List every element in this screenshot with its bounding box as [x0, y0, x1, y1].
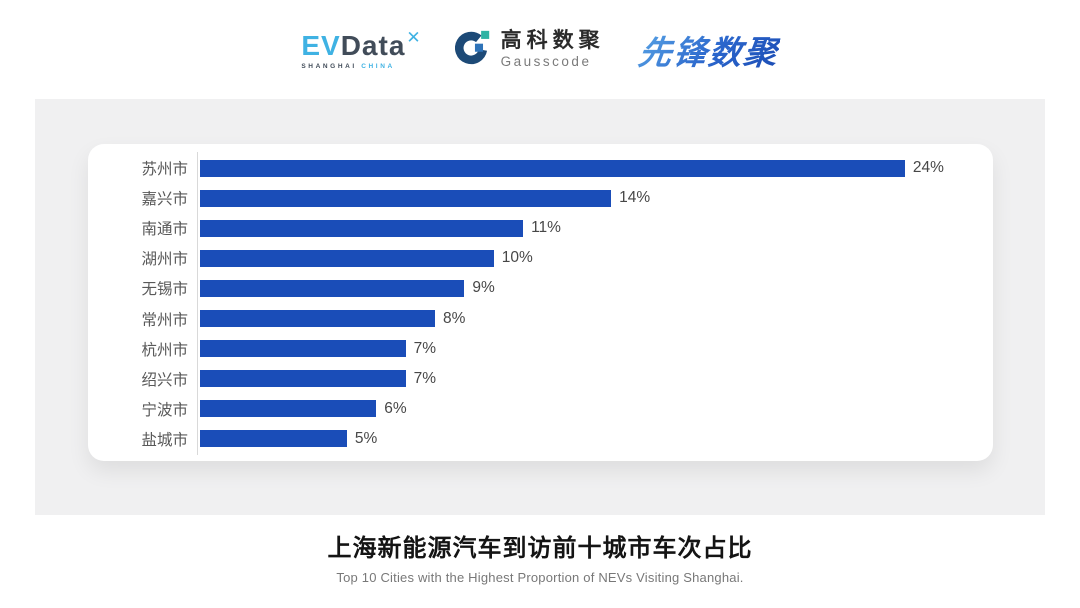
- chart-row: 无锡市 9%: [88, 273, 993, 303]
- value-label: 6%: [384, 399, 407, 417]
- chart-row: 苏州市 24%: [88, 153, 993, 183]
- bar: [200, 400, 377, 418]
- chart-panel: 苏州市 24% 嘉兴市 14% 南通市 11% 湖州市 10% 无锡市 9% 常…: [35, 99, 1045, 515]
- chart-subtitle: Top 10 Cities with the Highest Proportio…: [336, 570, 744, 585]
- bar: [200, 189, 612, 207]
- bar: [200, 279, 465, 297]
- bar-chart: 苏州市 24% 嘉兴市 14% 南通市 11% 湖州市 10% 无锡市 9% 常…: [88, 144, 993, 461]
- value-label: 8%: [442, 309, 466, 327]
- gausscode-g-icon: [454, 28, 493, 71]
- bar: [200, 249, 494, 267]
- category-label: 南通市: [141, 221, 188, 239]
- bar-zone: 8%: [197, 310, 993, 328]
- bar: [200, 370, 406, 388]
- evdata-ev-text: EV: [301, 29, 341, 61]
- chart-row: 嘉兴市 14%: [88, 183, 993, 213]
- bar-zone: 14%: [197, 189, 993, 207]
- gausscode-logo: 高科数聚 Gausscode: [454, 28, 605, 71]
- category-label: 湖州市: [141, 251, 188, 269]
- category-label: 嘉兴市: [141, 191, 188, 209]
- evdata-data-text: Data: [340, 29, 406, 61]
- bar-zone: 7%: [197, 370, 993, 388]
- bar: [200, 159, 905, 177]
- chart-row: 常州市 8%: [88, 303, 993, 333]
- chart-row: 南通市 11%: [88, 213, 993, 243]
- value-label: 14%: [619, 189, 651, 207]
- value-label: 9%: [472, 279, 495, 297]
- value-label: 7%: [413, 369, 436, 387]
- value-label: 7%: [413, 339, 436, 357]
- sparkle-x-icon: ✕: [406, 27, 422, 47]
- header-logos: EV Data ✕ SHANGHAI CHINA 高科数聚 Gausscode 先锋…: [0, 0, 1080, 99]
- bar: [200, 219, 524, 237]
- bar-zone: 6%: [197, 400, 993, 418]
- gausscode-en-text: Gausscode: [500, 53, 592, 69]
- bar: [200, 340, 406, 358]
- gausscode-text: 高科数聚 Gausscode: [500, 29, 605, 69]
- chart-card: 苏州市 24% 嘉兴市 14% 南通市 11% 湖州市 10% 无锡市 9% 常…: [88, 144, 993, 461]
- chart-row: 绍兴市 7%: [88, 364, 993, 394]
- chart-row: 杭州市 7%: [88, 334, 993, 364]
- value-label: 24%: [912, 159, 944, 177]
- category-label: 苏州市: [141, 161, 188, 179]
- evdata-logo: EV Data ✕ SHANGHAI CHINA: [301, 27, 422, 70]
- chart-row: 宁波市 6%: [88, 394, 993, 424]
- bar-zone: 7%: [197, 340, 993, 358]
- bar: [200, 310, 435, 328]
- bar-zone: 5%: [197, 430, 993, 448]
- chart-row: 盐城市 5%: [88, 424, 993, 454]
- category-label: 常州市: [141, 311, 188, 329]
- gausscode-cn-text: 高科数聚: [500, 29, 605, 53]
- bar-chart-rows: 苏州市 24% 嘉兴市 14% 南通市 11% 湖州市 10% 无锡市 9% 常…: [88, 153, 993, 454]
- bar-zone: 24%: [197, 159, 993, 177]
- chart-row: 湖州市 10%: [88, 243, 993, 273]
- y-axis-line: [197, 152, 198, 455]
- xianfeng-logo: 先锋数聚: [636, 26, 782, 74]
- evdata-subtext: SHANGHAI CHINA: [301, 63, 394, 70]
- category-label: 杭州市: [141, 341, 188, 359]
- bar: [200, 430, 347, 448]
- category-label: 盐城市: [141, 431, 188, 449]
- category-label: 宁波市: [141, 401, 188, 419]
- value-label: 5%: [354, 429, 378, 447]
- value-label: 11%: [531, 219, 561, 237]
- bar-zone: 9%: [197, 279, 993, 297]
- evdata-shanghai-text: SHANGHAI: [301, 62, 357, 70]
- evdata-wordmark: EV Data ✕: [301, 27, 422, 62]
- bar-zone: 10%: [197, 249, 993, 267]
- bar-zone: 11%: [197, 219, 993, 237]
- category-label: 绍兴市: [141, 371, 188, 389]
- value-label: 10%: [501, 249, 533, 267]
- category-label: 无锡市: [141, 281, 188, 299]
- chart-title: 上海新能源汽车到访前十城市车次占比: [327, 535, 753, 562]
- chart-titles: 上海新能源汽车到访前十城市车次占比 Top 10 Cities with the…: [0, 528, 1080, 585]
- evdata-china-text: CHINA: [361, 62, 395, 70]
